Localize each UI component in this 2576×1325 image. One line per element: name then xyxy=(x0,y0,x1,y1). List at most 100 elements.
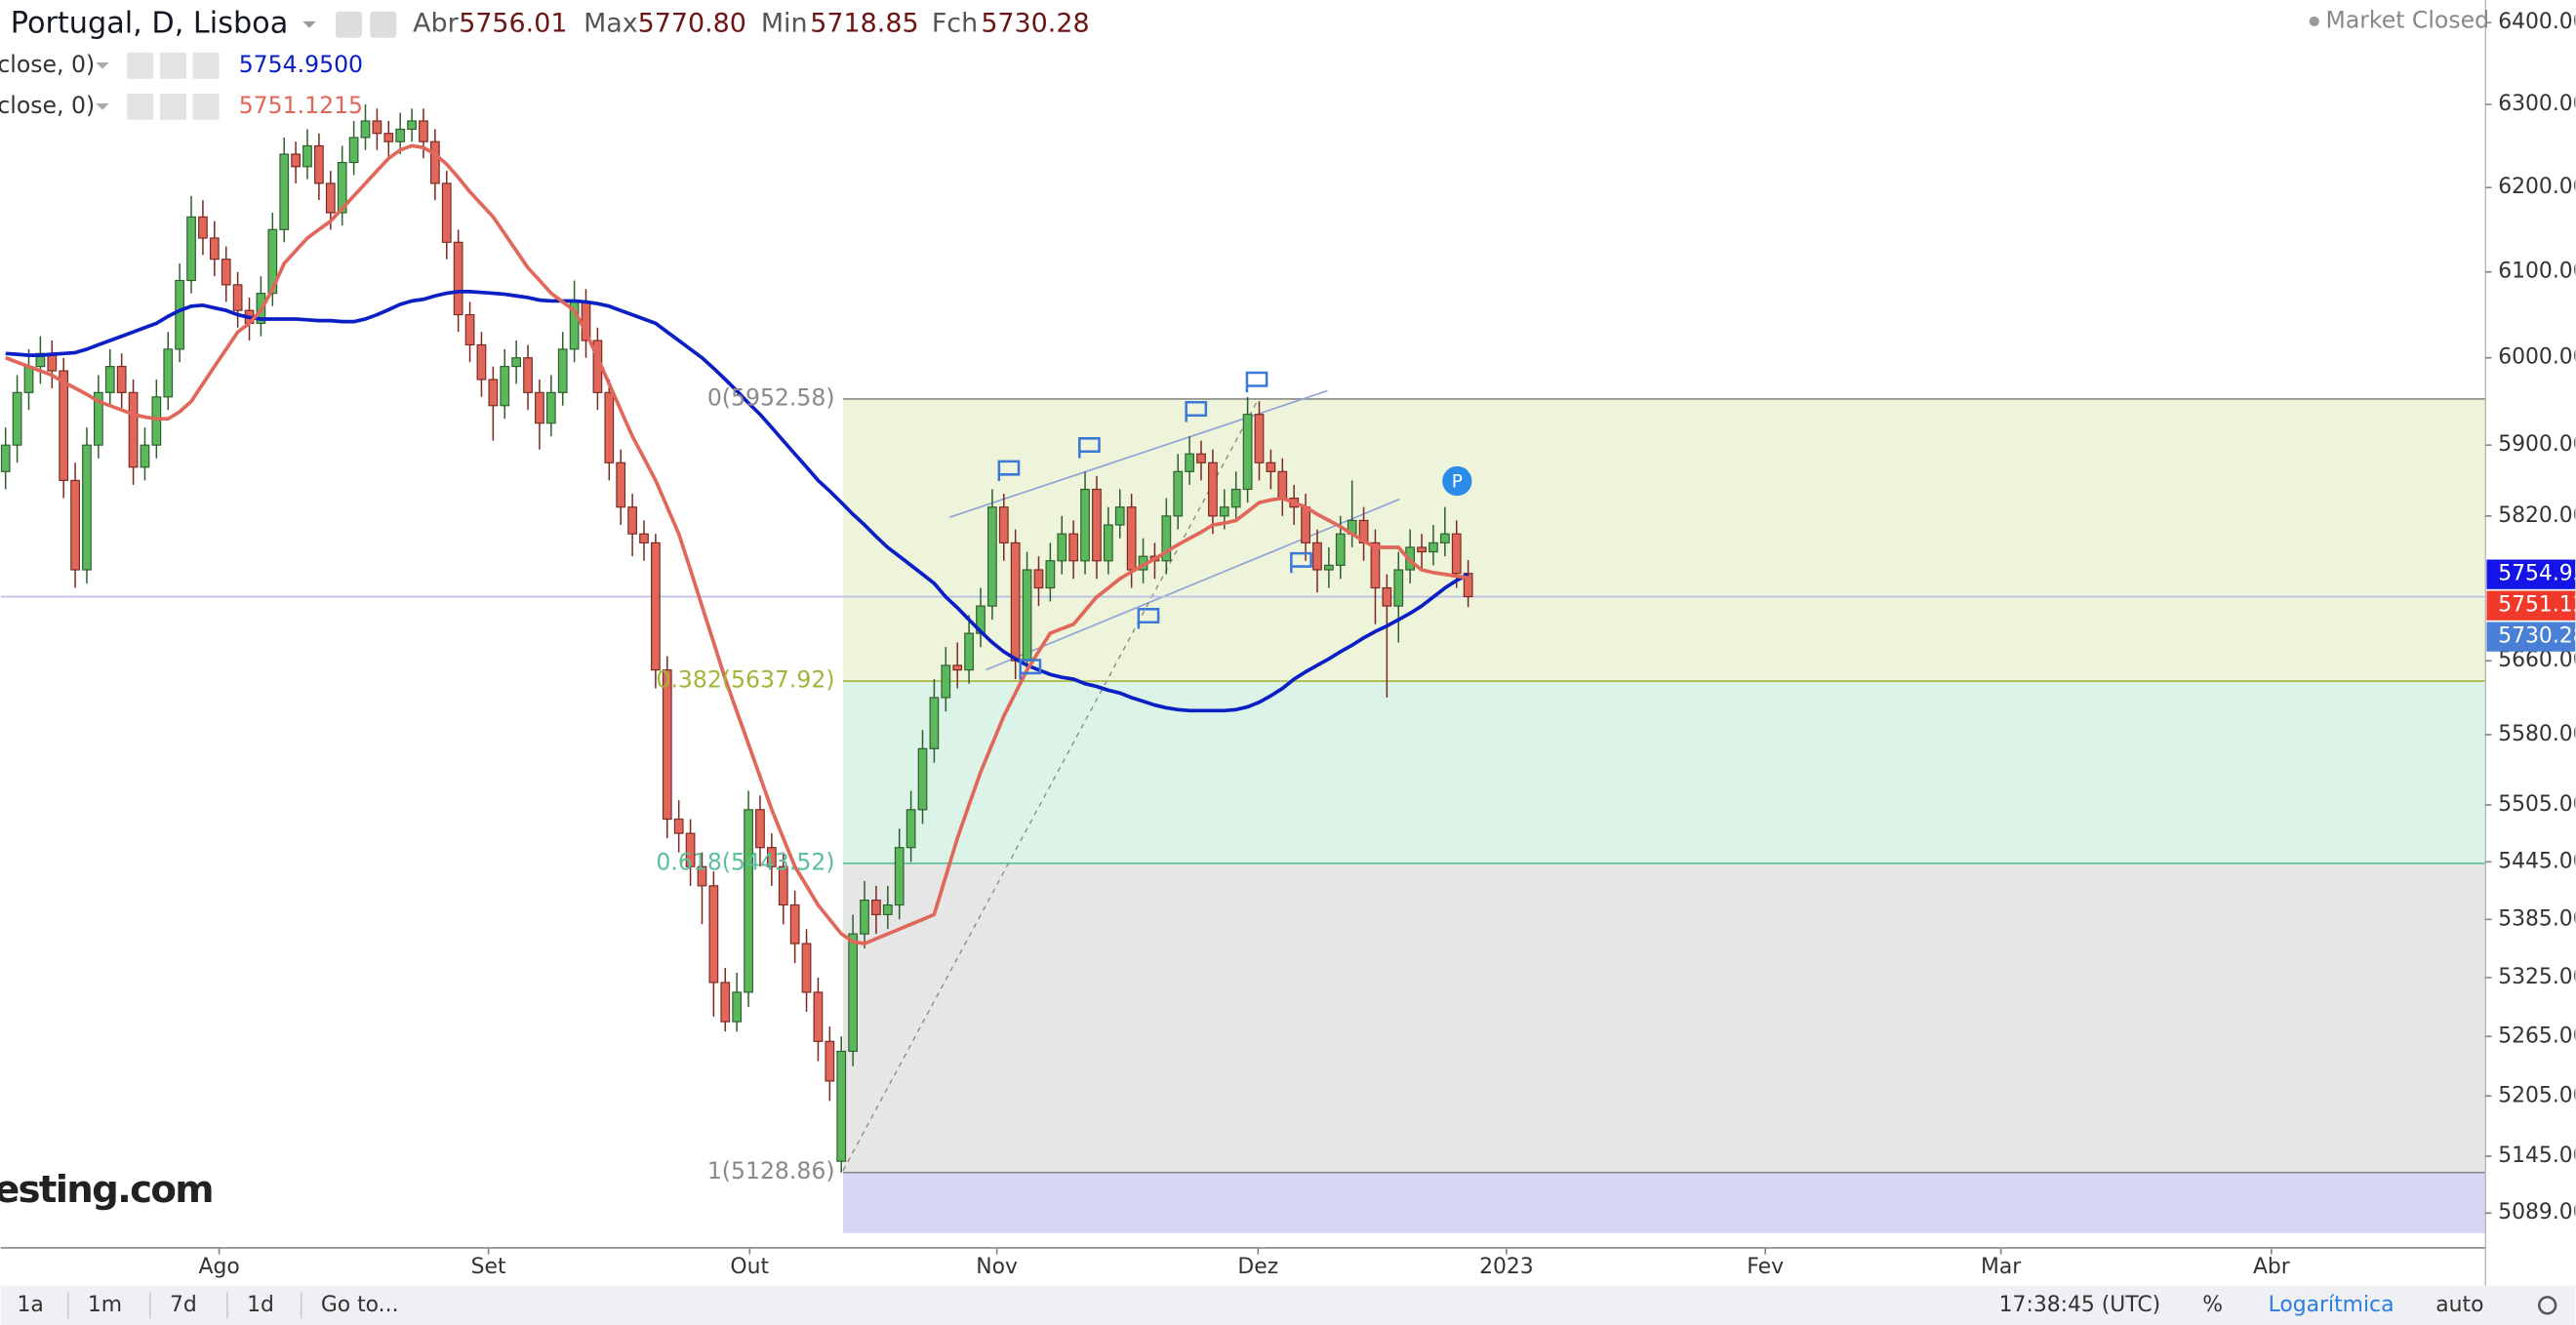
toolbar-button[interactable]: 1a xyxy=(18,1293,44,1317)
ohlc-name: Min xyxy=(761,9,808,39)
settings-icon[interactable] xyxy=(2538,1296,2557,1315)
candle-body xyxy=(825,1040,835,1082)
candle-body xyxy=(1045,560,1056,589)
toolbar-button[interactable]: 7d xyxy=(170,1293,197,1317)
candle-body xyxy=(1022,569,1032,662)
candle-body xyxy=(998,506,1009,543)
candle-body xyxy=(198,216,208,239)
candle-body xyxy=(882,903,893,915)
scale-button[interactable]: auto xyxy=(2435,1293,2483,1317)
flag-icon xyxy=(1019,659,1042,680)
dashed-line xyxy=(842,398,1260,1172)
ohlc-name: Max xyxy=(584,9,638,39)
market-status: Market Closed xyxy=(2326,6,2490,33)
candle-body xyxy=(1068,533,1079,562)
candle-body xyxy=(1382,586,1392,607)
candle-body xyxy=(1277,470,1288,500)
y-tick-label: 5820.00 xyxy=(2498,503,2576,528)
candle-body xyxy=(523,357,533,393)
moving-average xyxy=(5,143,1469,946)
fib-zone xyxy=(842,398,2485,682)
candle-body xyxy=(1208,462,1218,517)
candle-body xyxy=(778,865,788,906)
legend-label: close, 0) xyxy=(0,51,95,78)
price-tag-label: 5730.28 xyxy=(2498,624,2576,649)
candle-body xyxy=(1103,524,1113,562)
logo: esting.com xyxy=(0,1168,213,1212)
candle-body xyxy=(302,144,312,168)
candle-body xyxy=(93,391,103,446)
candle-body xyxy=(1092,488,1102,562)
caret xyxy=(96,61,109,69)
icon xyxy=(335,11,362,38)
trend-line xyxy=(986,498,1400,671)
candle-body xyxy=(755,809,765,849)
candle-body xyxy=(1393,569,1404,607)
trend-line xyxy=(949,389,1328,518)
icon xyxy=(159,52,186,79)
toolbar-button[interactable]: 1m xyxy=(88,1293,122,1317)
scale-button[interactable]: Logarítmica xyxy=(2269,1293,2395,1317)
candle-body xyxy=(116,366,127,393)
candle-body xyxy=(929,697,940,749)
y-tick-label: 5205.00 xyxy=(2498,1083,2576,1107)
candle-body xyxy=(1439,533,1450,543)
fib-label: 1(5128.86) xyxy=(707,1157,835,1184)
candle-body xyxy=(801,943,812,993)
scale-button[interactable]: % xyxy=(2202,1293,2223,1317)
flag-icon xyxy=(1245,371,1268,393)
candle-body xyxy=(128,391,139,468)
title: Portugal, D, Lisboa xyxy=(11,7,288,41)
candle-body xyxy=(651,542,661,671)
fib-zone xyxy=(842,681,2485,863)
moving-average xyxy=(5,290,1469,713)
candle-body xyxy=(848,933,858,1053)
x-tick-label: Out xyxy=(730,1255,769,1279)
toolbar-button[interactable]: 1d xyxy=(247,1293,274,1317)
toolbar-button[interactable]: Go to... xyxy=(321,1293,399,1317)
candle-body xyxy=(0,444,11,472)
candle-body xyxy=(82,444,92,571)
candle-body xyxy=(952,664,963,671)
candle-body xyxy=(267,228,278,295)
candle-body xyxy=(720,982,731,1023)
y-tick-label: 5445.00 xyxy=(2498,849,2576,873)
price-axis: 6400.00 6300.00 6200.00 6100.00 6000.00 5900.… xyxy=(2484,0,2576,1286)
icon xyxy=(127,93,154,120)
price-tag xyxy=(2486,559,2576,589)
ohlc-value: 5718.85 xyxy=(810,9,918,39)
candle-body xyxy=(871,900,881,915)
y-tick-label: 5505.00 xyxy=(2498,792,2576,817)
candle-body xyxy=(360,120,371,139)
candle-body xyxy=(1010,542,1021,662)
fib-zone xyxy=(842,863,2485,1173)
candle-body xyxy=(337,161,347,214)
y-tick-label: 6000.00 xyxy=(2498,345,2576,370)
ohlc-value: 5770.80 xyxy=(638,9,746,39)
candle-body xyxy=(535,391,544,424)
candle-body xyxy=(1312,542,1322,571)
candle-body xyxy=(813,991,824,1042)
flags: P xyxy=(1442,465,1472,497)
icon xyxy=(370,11,397,38)
y-tick-label: 6200.00 xyxy=(2498,175,2576,199)
candle-body xyxy=(708,885,719,984)
candle-body xyxy=(987,506,997,607)
candle-body xyxy=(151,396,162,446)
y-tick-label: 5385.00 xyxy=(2498,906,2576,931)
price-tag xyxy=(2486,590,2576,621)
marker-icon: P xyxy=(1452,472,1463,493)
candle-body xyxy=(488,379,499,407)
candle-body xyxy=(186,216,196,282)
candle-body xyxy=(209,237,220,261)
x-tick-label: Fev xyxy=(1747,1255,1784,1279)
fib-label: 0.618(5443.52) xyxy=(656,848,834,875)
candle-body xyxy=(429,141,440,184)
candle-body xyxy=(604,391,615,463)
candle-body xyxy=(1114,506,1125,526)
y-tick-label: 6300.00 xyxy=(2498,92,2576,116)
x-tick-label: Mar xyxy=(1981,1255,2021,1279)
ohlc-value: 5730.28 xyxy=(981,9,1089,39)
candle-body xyxy=(1057,533,1067,562)
candle-body xyxy=(639,533,649,543)
